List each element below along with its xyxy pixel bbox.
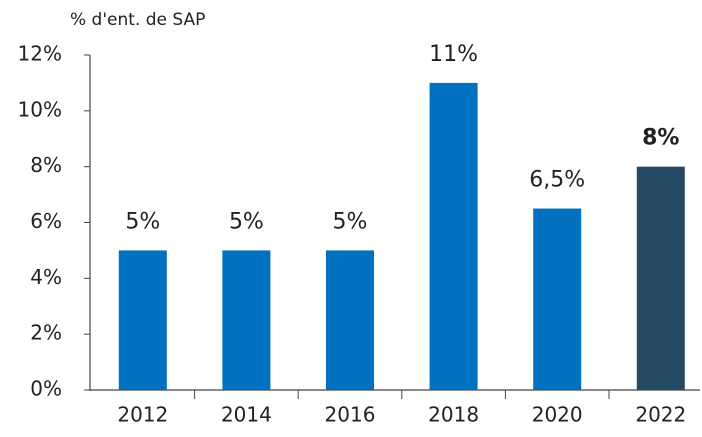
y-tick-label: 4% <box>30 265 62 289</box>
data-label: 11% <box>429 42 478 67</box>
bar <box>636 166 685 390</box>
data-label: 5% <box>333 209 368 234</box>
y-tick-label: 10% <box>18 97 62 121</box>
x-tick-label: 2020 <box>532 403 583 427</box>
y-axis-label: % d'ent. de SAP <box>70 10 205 30</box>
data-label: 8% <box>642 126 679 151</box>
data-label: 5% <box>125 209 160 234</box>
y-tick-label: 12% <box>18 42 62 66</box>
bar <box>326 250 374 390</box>
x-tick-label: 2016 <box>325 403 376 427</box>
data-label: 6,5% <box>529 168 585 193</box>
y-tick-label: 8% <box>30 153 62 177</box>
data-label: 5% <box>229 209 264 234</box>
bar <box>533 208 582 390</box>
bar <box>118 250 167 390</box>
y-tick-label: 2% <box>30 321 62 345</box>
bar <box>222 250 271 390</box>
x-tick-label: 2012 <box>117 403 168 427</box>
x-tick-label: 2022 <box>635 403 686 427</box>
y-tick-label: 6% <box>30 209 62 233</box>
x-tick-label: 2018 <box>428 403 479 427</box>
x-tick-label: 2014 <box>221 403 272 427</box>
y-tick-label: 0% <box>30 377 62 401</box>
bar <box>429 82 478 391</box>
